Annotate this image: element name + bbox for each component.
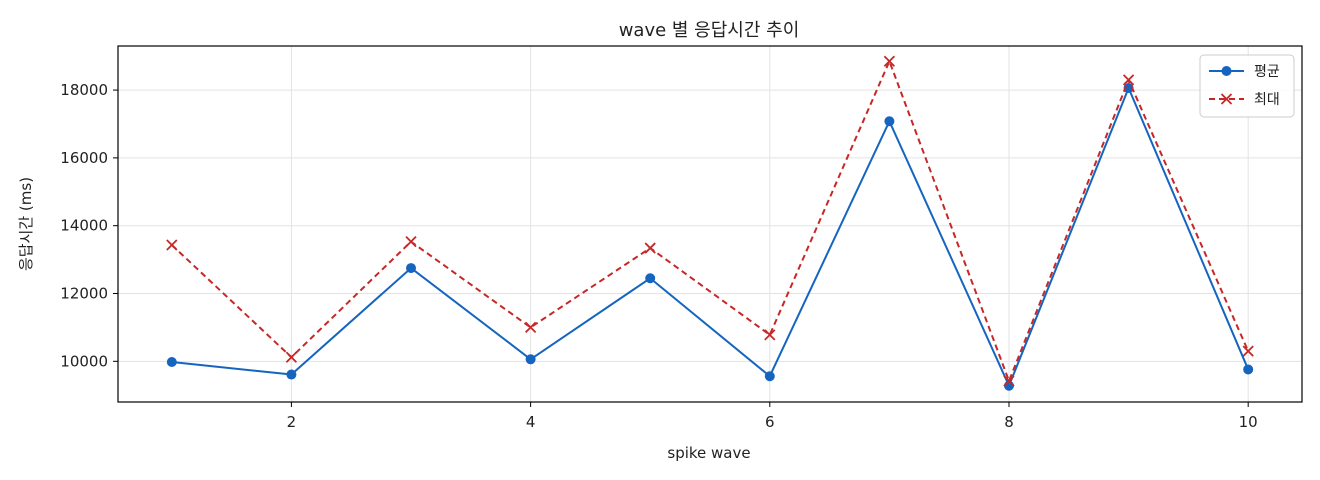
x-tick-label: 6 <box>765 413 775 431</box>
data-point <box>764 329 776 341</box>
data-point <box>166 239 178 251</box>
x-tick-label: 8 <box>1004 413 1014 431</box>
y-axis-label: 응답시간 (ms) <box>17 177 35 271</box>
data-point <box>884 116 895 127</box>
legend-label: 평균 <box>1254 64 1280 80</box>
legend-label: 최대 <box>1254 92 1280 108</box>
data-point <box>166 356 177 367</box>
data-point <box>1123 83 1134 94</box>
x-tick-label: 4 <box>526 413 536 431</box>
data-point <box>644 242 656 254</box>
data-point <box>1242 345 1254 357</box>
y-tick-label: 18000 <box>60 81 108 99</box>
data-point <box>405 235 417 248</box>
data-point <box>285 351 298 363</box>
x-tick-label: 2 <box>287 413 297 431</box>
y-tick-label: 10000 <box>60 352 108 370</box>
data-point <box>1003 375 1015 387</box>
data-point <box>524 321 537 334</box>
data-point <box>525 354 536 365</box>
plot-frame <box>117 45 1303 403</box>
series-layer <box>166 55 1254 391</box>
x-axis-label: spike wave <box>667 444 750 462</box>
series-line <box>171 87 1250 387</box>
data-point <box>1243 364 1254 375</box>
series-line <box>171 60 1250 382</box>
data-point <box>286 369 297 380</box>
axis-ticks: 2 4 6 8 10 10000 12000 14000 16000 18000 <box>60 81 1257 431</box>
y-tick-label: 14000 <box>60 217 108 235</box>
x-tick-label: 10 <box>1239 413 1258 431</box>
series-1 <box>166 83 1254 391</box>
legend-swatch-marker <box>1221 66 1232 76</box>
data-point <box>1122 74 1135 86</box>
grid <box>118 46 1302 402</box>
series-2 <box>166 55 1254 387</box>
data-point <box>883 55 896 67</box>
data-point <box>406 263 417 274</box>
y-tick-label: 12000 <box>60 285 108 303</box>
legend-swatch-marker <box>1220 93 1233 105</box>
data-point <box>764 371 775 382</box>
chart-title: wave 별 응답시간 추이 <box>619 20 800 41</box>
data-point <box>645 273 656 284</box>
legend-box <box>1199 54 1295 118</box>
y-tick-label: 16000 <box>60 149 108 167</box>
